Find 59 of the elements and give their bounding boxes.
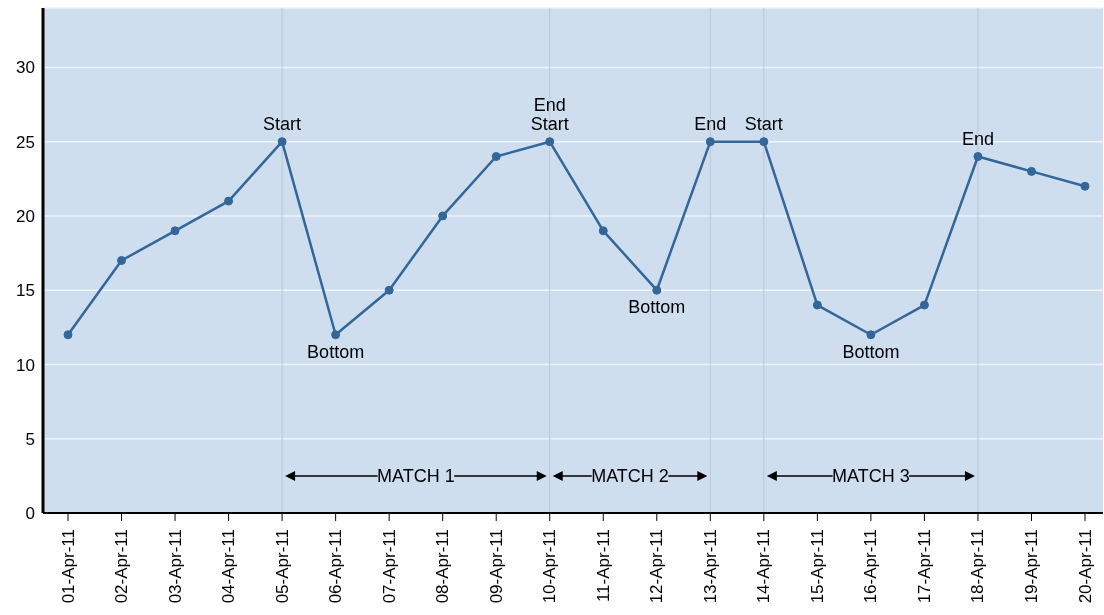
point (224, 196, 234, 206)
x-tick-label: 15-Apr-11 (807, 529, 827, 604)
point (384, 285, 394, 295)
x-tick-label: 06-Apr-11 (326, 529, 346, 604)
y-tick-label: 20 (16, 206, 35, 226)
point (277, 137, 287, 147)
x-tick-label: 12-Apr-11 (647, 529, 667, 604)
annotation: Bottom (842, 341, 900, 362)
annotation: Bottom (628, 296, 686, 317)
annotation: End (694, 113, 727, 134)
annotation: Start (744, 113, 783, 134)
x-tick-label: 13-Apr-11 (700, 529, 720, 604)
x-tick-label: 16-Apr-11 (861, 529, 881, 604)
point (598, 226, 608, 236)
x-tick-label: 18-Apr-11 (968, 529, 988, 604)
y-tick-label: 10 (16, 355, 35, 375)
x-tick-label: 01-Apr-11 (58, 529, 78, 604)
x-tick-label: 07-Apr-11 (379, 529, 399, 604)
point (759, 137, 769, 147)
annotation: End (533, 94, 566, 115)
point (866, 330, 876, 340)
point (491, 152, 501, 162)
x-tick-label: 05-Apr-11 (272, 529, 292, 604)
point (438, 211, 448, 221)
point (973, 152, 983, 162)
x-tick-label: 03-Apr-11 (165, 529, 185, 604)
annotation: Start (530, 113, 569, 134)
annotation: MATCH 2 (591, 466, 669, 486)
point (1080, 181, 1090, 191)
y-tick-label: 25 (16, 132, 35, 152)
x-tick-label: 11-Apr-11 (593, 529, 613, 603)
x-tick-label: 17-Apr-11 (914, 529, 934, 604)
annotation: MATCH 3 (832, 466, 910, 486)
point (63, 330, 73, 340)
x-tick-label: 14-Apr-11 (754, 529, 774, 604)
point (812, 300, 822, 310)
x-tick-label: 08-Apr-11 (433, 529, 453, 604)
x-tick-label: 19-Apr-11 (1021, 529, 1041, 604)
y-tick-label: 15 (16, 281, 35, 301)
point (652, 285, 662, 295)
point (170, 226, 180, 236)
annotation: Bottom (307, 341, 365, 362)
x-tick-label: 04-Apr-11 (219, 529, 239, 604)
point (705, 137, 715, 147)
y-tick-label: 30 (16, 58, 35, 78)
point (117, 256, 127, 265)
x-tick-label: 09-Apr-11 (486, 529, 506, 604)
point (1026, 166, 1036, 176)
x-tick-label: 02-Apr-11 (112, 529, 132, 604)
y-tick-label: 0 (25, 504, 35, 524)
point (331, 330, 341, 340)
annotation: End (961, 128, 994, 149)
annotation: MATCH 1 (377, 466, 455, 486)
annotation: Start (263, 113, 302, 134)
y-tick-label: 5 (25, 429, 35, 449)
x-tick-label: 20-Apr-11 (1075, 529, 1095, 604)
x-tick-label: 10-Apr-11 (540, 529, 560, 604)
point (545, 137, 555, 147)
point (919, 300, 929, 310)
